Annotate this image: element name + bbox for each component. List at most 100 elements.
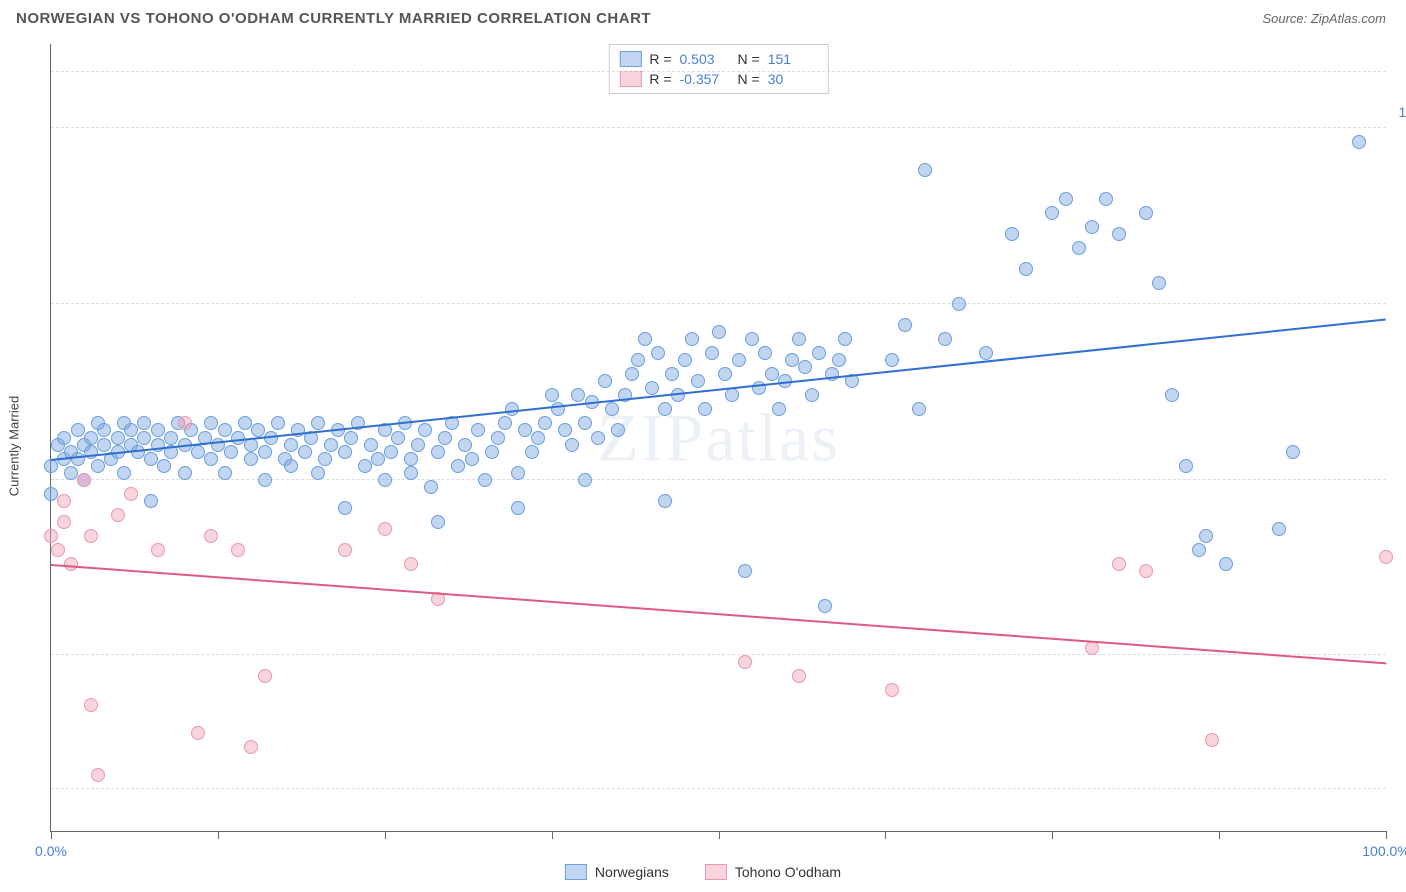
data-point bbox=[705, 346, 719, 360]
data-point bbox=[1045, 206, 1059, 220]
data-point bbox=[378, 522, 392, 536]
data-point bbox=[57, 515, 71, 529]
data-point bbox=[1192, 543, 1206, 557]
data-point bbox=[658, 402, 672, 416]
x-tick bbox=[552, 831, 553, 839]
x-tick bbox=[1219, 831, 1220, 839]
data-point bbox=[238, 416, 252, 430]
data-point bbox=[738, 564, 752, 578]
data-point bbox=[178, 416, 192, 430]
data-point bbox=[424, 480, 438, 494]
data-point bbox=[1286, 445, 1300, 459]
data-point bbox=[224, 445, 238, 459]
data-point bbox=[164, 431, 178, 445]
data-point bbox=[912, 402, 926, 416]
data-point bbox=[311, 466, 325, 480]
y-tick-label: 50.0% bbox=[1391, 456, 1406, 472]
data-point bbox=[258, 445, 272, 459]
data-point bbox=[111, 508, 125, 522]
data-point bbox=[478, 473, 492, 487]
data-point bbox=[204, 416, 218, 430]
data-point bbox=[244, 452, 258, 466]
data-point bbox=[818, 599, 832, 613]
data-point bbox=[1272, 522, 1286, 536]
data-point bbox=[318, 452, 332, 466]
data-point bbox=[364, 438, 378, 452]
data-point bbox=[518, 423, 532, 437]
x-tick bbox=[385, 831, 386, 839]
data-point bbox=[832, 353, 846, 367]
data-point bbox=[538, 416, 552, 430]
data-point bbox=[605, 402, 619, 416]
data-point bbox=[1152, 276, 1166, 290]
x-tick bbox=[1052, 831, 1053, 839]
data-point bbox=[558, 423, 572, 437]
data-point bbox=[218, 423, 232, 437]
data-point bbox=[938, 332, 952, 346]
data-point bbox=[137, 431, 151, 445]
x-tick bbox=[218, 831, 219, 839]
data-point bbox=[151, 543, 165, 557]
data-point bbox=[712, 325, 726, 339]
x-tick bbox=[51, 831, 52, 839]
data-point bbox=[64, 557, 78, 571]
x-tick-label: 100.0% bbox=[1362, 843, 1406, 859]
data-point bbox=[1205, 733, 1219, 747]
data-point bbox=[1352, 135, 1366, 149]
data-point bbox=[485, 445, 499, 459]
data-point bbox=[91, 768, 105, 782]
data-point bbox=[665, 367, 679, 381]
data-point bbox=[57, 431, 71, 445]
data-point bbox=[511, 501, 525, 515]
data-point bbox=[157, 459, 171, 473]
stats-row-a: R = 0.503 N = 151 bbox=[619, 49, 817, 69]
data-point bbox=[124, 423, 138, 437]
y-tick-label: 75.0% bbox=[1391, 280, 1406, 296]
data-point bbox=[465, 452, 479, 466]
data-point bbox=[885, 353, 899, 367]
chart-title: NORWEGIAN VS TOHONO O'ODHAM CURRENTLY MA… bbox=[16, 10, 651, 27]
data-point bbox=[979, 346, 993, 360]
source-citation: Source: ZipAtlas.com bbox=[1262, 11, 1386, 26]
data-point bbox=[885, 683, 899, 697]
data-point bbox=[258, 473, 272, 487]
data-point bbox=[151, 423, 165, 437]
data-point bbox=[71, 423, 85, 437]
data-point bbox=[812, 346, 826, 360]
data-point bbox=[578, 473, 592, 487]
data-point bbox=[565, 438, 579, 452]
data-point bbox=[84, 698, 98, 712]
data-point bbox=[124, 487, 138, 501]
scatter-plot: ZIPatlas R = 0.503 N = 151 R = -0.357 N … bbox=[50, 44, 1386, 832]
data-point bbox=[458, 438, 472, 452]
data-point bbox=[691, 374, 705, 388]
data-point bbox=[1379, 550, 1393, 564]
correlation-stats-box: R = 0.503 N = 151 R = -0.357 N = 30 bbox=[608, 44, 828, 94]
data-point bbox=[611, 423, 625, 437]
data-point bbox=[431, 515, 445, 529]
data-point bbox=[391, 431, 405, 445]
data-point bbox=[718, 367, 732, 381]
data-point bbox=[1112, 227, 1126, 241]
swatch-norwegians bbox=[619, 51, 641, 67]
data-point bbox=[952, 297, 966, 311]
data-point bbox=[111, 431, 125, 445]
x-tick bbox=[885, 831, 886, 839]
data-point bbox=[338, 501, 352, 515]
data-point bbox=[838, 332, 852, 346]
gridline bbox=[51, 303, 1386, 304]
data-point bbox=[251, 423, 265, 437]
series-legend: Norwegians Tohono O'odham bbox=[565, 864, 841, 880]
data-point bbox=[91, 459, 105, 473]
data-point bbox=[84, 431, 98, 445]
data-point bbox=[591, 431, 605, 445]
trend-line bbox=[51, 564, 1386, 664]
data-point bbox=[284, 438, 298, 452]
data-point bbox=[1139, 564, 1153, 578]
data-point bbox=[678, 353, 692, 367]
legend-item-tohono: Tohono O'odham bbox=[705, 864, 841, 880]
data-point bbox=[898, 318, 912, 332]
gridline bbox=[51, 127, 1386, 128]
data-point bbox=[1139, 206, 1153, 220]
watermark: ZIPatlas bbox=[597, 398, 840, 477]
